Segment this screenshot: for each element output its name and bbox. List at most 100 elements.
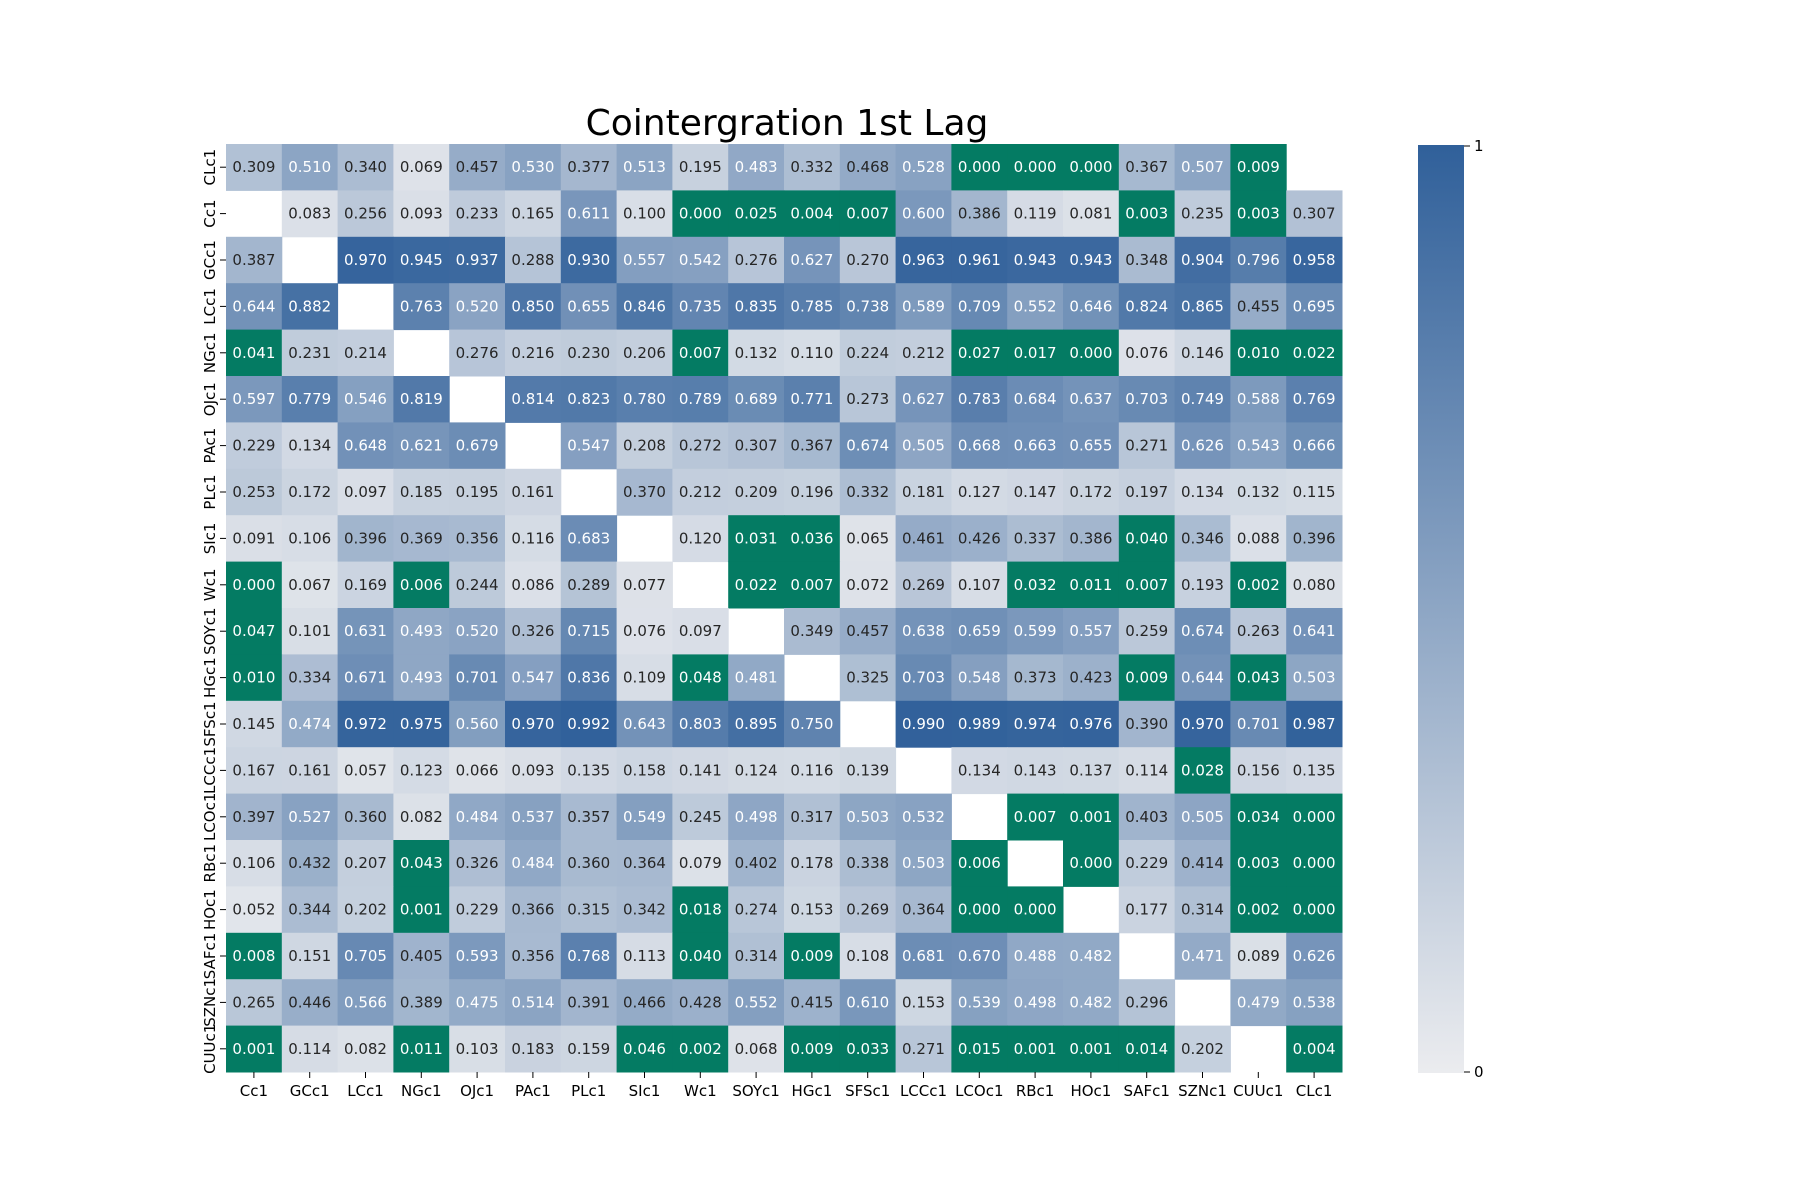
cell-value-label: 0.212 [902, 344, 945, 362]
cell-value-label: 0.386 [1069, 529, 1112, 547]
heatmap-cell [1007, 979, 1064, 1027]
cell-value-label: 0.007 [790, 576, 833, 594]
cell-value-label: 0.159 [567, 1040, 610, 1058]
heatmap-cell [616, 376, 673, 423]
cell-value-label: 0.161 [511, 483, 554, 501]
heatmap-cell [449, 700, 506, 748]
cell-value-label: 0.000 [232, 576, 275, 594]
x-tick-label: HOc1 [1070, 1082, 1111, 1100]
cell-value-label: 0.356 [511, 947, 554, 965]
heatmap-cell [393, 468, 450, 516]
heatmap-cell [1230, 561, 1287, 609]
heatmap-cell [1230, 236, 1287, 284]
cell-value-label: 0.674 [846, 437, 889, 455]
cell-value-label: 0.000 [1293, 854, 1336, 872]
cell-value-label: 0.599 [1014, 622, 1057, 640]
heatmap-cell [1007, 190, 1064, 238]
heatmap-cell [1063, 190, 1120, 238]
heatmap-cell [951, 886, 1008, 934]
heatmap-cell [1174, 654, 1231, 702]
heatmap-cell [281, 840, 339, 887]
heatmap-cell [1007, 515, 1064, 563]
heatmap-cell [1118, 840, 1176, 887]
heatmap-cell [1007, 561, 1064, 609]
y-tick-label: LCc1 [201, 288, 219, 325]
x-tick-label: LCCc1 [900, 1082, 947, 1100]
cell-value-label: 0.943 [1069, 251, 1112, 269]
cell-value-label: 0.466 [623, 993, 666, 1011]
cell-value-label: 0.011 [1069, 576, 1112, 594]
heatmap-cell [672, 932, 729, 980]
cell-value-label: 0.032 [1014, 576, 1057, 594]
heatmap-cell [449, 886, 506, 934]
cell-value-label: 0.850 [511, 297, 554, 315]
heatmap-cell [728, 886, 785, 934]
cell-value-label: 0.181 [902, 483, 945, 501]
heatmap-cell [895, 236, 952, 284]
cell-value-label: 0.076 [623, 622, 666, 640]
cell-value-label: 0.185 [400, 483, 443, 501]
cell-value-label: 0.589 [902, 297, 945, 315]
heatmap-cell [1007, 700, 1064, 748]
cell-value-label: 0.803 [679, 715, 722, 733]
cell-value-label: 0.348 [1125, 251, 1168, 269]
x-tick-label: Cc1 [240, 1082, 268, 1100]
heatmap-cell [449, 190, 506, 238]
heatmap-cell [1230, 654, 1287, 702]
heatmap-cell [281, 932, 339, 980]
cell-value-label: 0.552 [735, 993, 778, 1011]
y-tick-label: SIc1 [201, 523, 219, 555]
cell-value-label: 0.207 [344, 854, 387, 872]
heatmap-cell [784, 700, 841, 748]
cell-value-label: 0.009 [790, 947, 833, 965]
heatmap-cell [337, 515, 394, 563]
heatmap-cell [672, 144, 729, 191]
cell-value-label: 0.498 [735, 808, 778, 826]
cell-value-label: 0.007 [846, 205, 889, 223]
cell-value-label: 0.895 [735, 715, 778, 733]
heatmap-cell [560, 283, 618, 331]
heatmap-cell [281, 190, 339, 238]
cell-value-label: 0.560 [456, 715, 499, 733]
heatmap-cell [1007, 932, 1064, 980]
heatmap-cell [672, 700, 729, 748]
cell-value-label: 0.520 [456, 297, 499, 315]
heatmap-cell [839, 979, 897, 1027]
heatmap-cell [337, 376, 394, 423]
cell-value-label: 0.701 [1237, 715, 1280, 733]
heatmap-cell [449, 747, 506, 795]
x-tick-label: NGc1 [401, 1082, 442, 1100]
x-tick-label: SZNc1 [1178, 1082, 1227, 1100]
heatmap-cell [226, 932, 283, 980]
heatmap-cell [1118, 1025, 1176, 1073]
heatmap-cell [784, 840, 841, 887]
cell-value-label: 0.135 [1293, 761, 1336, 779]
heatmap-cell [505, 1025, 562, 1073]
heatmap-cell [672, 1025, 729, 1073]
heatmap-cell [1286, 283, 1343, 331]
cell-value-label: 0.009 [1125, 669, 1168, 687]
heatmap-cell [1118, 654, 1176, 702]
cell-value-label: 0.904 [1181, 251, 1224, 269]
y-tick-label: SFSc1 [201, 701, 219, 746]
cell-value-label: 0.503 [902, 854, 945, 872]
heatmap-cell [226, 515, 283, 563]
heatmap-cell [1174, 329, 1231, 377]
cell-value-label: 0.396 [1293, 529, 1336, 547]
heatmap-cell [895, 1025, 952, 1073]
y-tick-label: NGc1 [201, 332, 219, 373]
cell-value-label: 0.668 [958, 437, 1001, 455]
y-tick-label: LCOc1 [201, 793, 219, 841]
cell-value-label: 0.046 [623, 1040, 666, 1058]
cell-value-label: 0.172 [288, 483, 331, 501]
cell-value-label: 0.386 [958, 205, 1001, 223]
cell-value-label: 0.134 [288, 437, 331, 455]
heatmap-cell [560, 747, 618, 795]
heatmap-cell [505, 979, 562, 1027]
cell-value-label: 0.296 [1125, 993, 1168, 1011]
cell-value-label: 0.202 [344, 901, 387, 919]
cell-value-label: 0.080 [1293, 576, 1336, 594]
heatmap-cell [1286, 608, 1343, 655]
cell-value-label: 0.537 [511, 808, 554, 826]
heatmap-cell [449, 236, 506, 284]
